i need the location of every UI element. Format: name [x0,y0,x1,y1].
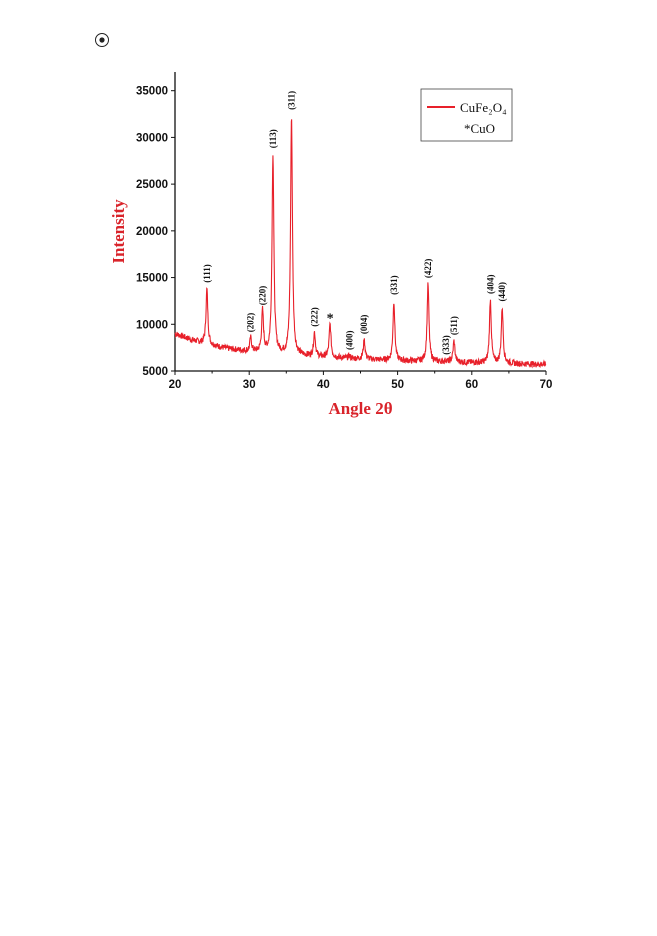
peak-label: (202) [246,313,256,333]
peak-label: (422) [423,259,433,279]
series-line [174,119,547,369]
x-tick-label: 20 [169,379,182,391]
x-tick-label: 70 [540,379,553,391]
x-tick-label: 50 [391,379,404,391]
peak-label: (333) [441,335,451,355]
chart-ticks: 20 30 40 50 60 70 5000 10000 15000 20000 25000 3000… [136,86,552,391]
y-tick-label: 15000 [136,273,168,285]
legend-entry-0: CuFe₂O₄ [460,100,507,115]
x-tick-label: 30 [243,379,256,391]
x-tick-label: 60 [465,379,478,391]
peak-labels: (111) (202)(220) (113) (311) (222) * (400) (004… [202,91,507,355]
x-tick-label: 40 [317,379,330,391]
peak-marker-cuo: * [327,311,334,326]
y-tick-label: 30000 [136,132,168,144]
y-tick-label: 20000 [136,226,168,238]
peak-label: (404) [485,274,495,294]
peak-label: (111) [202,264,212,283]
y-axis-title: Intensity [109,199,128,264]
peak-label: (311) [286,91,296,110]
radio-button-icon [95,33,109,47]
peak-label: (440) [497,282,507,302]
peak-label: (004) [359,315,369,335]
legend-box [420,88,513,142]
peak-label: (331) [389,275,399,295]
peak-label: (511) [449,316,459,335]
peak-label: (400) [344,331,354,351]
peak-label: (220) [258,286,268,306]
peak-label: (113) [268,129,278,148]
x-axis-title: Angle 2θ [328,399,392,418]
y-tick-label: 35000 [136,86,168,98]
y-tick-label: 25000 [136,179,168,191]
y-tick-label: 10000 [136,319,168,331]
legend-entry-1: *CuO [464,121,495,136]
legend: CuFe₂O₄ *CuO [420,88,513,142]
y-tick-label: 5000 [142,366,168,378]
peak-label: (222) [309,307,319,327]
